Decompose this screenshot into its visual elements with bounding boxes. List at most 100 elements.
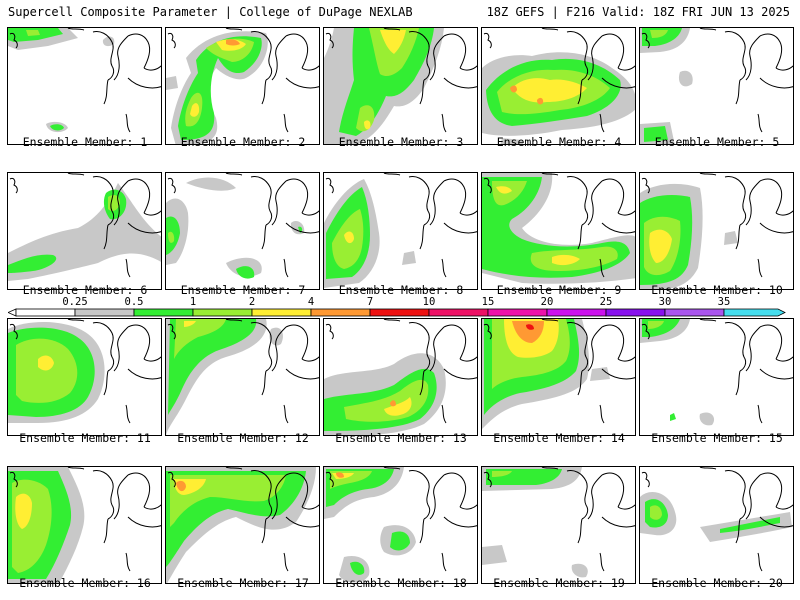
map-boundary-line [408, 322, 431, 372]
map-boundary-line [271, 474, 287, 520]
colorbar-label: 0.25 [62, 296, 88, 308]
map-boundary-line [641, 324, 650, 340]
map-boundary-line [441, 258, 447, 278]
map-boundary-line [641, 472, 650, 488]
map-boundary-line [225, 173, 243, 176]
colorbar-label: 20 [540, 296, 554, 308]
map-boundary-line [67, 28, 85, 31]
scp-contour-fill-green [168, 319, 257, 415]
map-boundary-line [601, 324, 625, 360]
map-boundary-line [483, 472, 492, 488]
scp-contour-fill-red [526, 324, 534, 330]
map-boundary-line [67, 467, 85, 470]
scp-field-map-7 [166, 173, 319, 279]
map-boundary-line [699, 173, 717, 176]
map-boundary-line [541, 173, 559, 176]
map-boundary-line [125, 552, 131, 572]
scp-contour-fill-yellow [496, 186, 580, 266]
map-boundary-line [566, 470, 589, 520]
panel-caption-13: Ensemble Member: 13 [335, 431, 467, 445]
map-boundary-line [125, 258, 131, 278]
colorbar-segment [487, 308, 548, 317]
map-boundary-line [541, 467, 559, 470]
map-boundary-line [587, 326, 603, 372]
ensemble-panel-3 [323, 27, 478, 145]
map-boundary-line [429, 326, 445, 372]
scp-contour-fill-light-gray [324, 467, 416, 583]
map-boundary-line [419, 79, 425, 105]
map-boundary-line [441, 404, 447, 424]
colorbar-label: 30 [658, 296, 672, 308]
map-boundary-line [577, 79, 583, 105]
map-boundary-line [757, 113, 763, 133]
map-boundary-line [429, 180, 445, 226]
map-boundary-line [167, 33, 176, 49]
scp-field-map-9 [482, 173, 635, 284]
ensemble-panel-7 [165, 172, 320, 290]
ensemble-panel-11 [7, 318, 162, 436]
map-boundary-line [483, 324, 492, 340]
map-boundary-line [325, 472, 334, 488]
ensemble-panel-14 [481, 318, 636, 436]
map-boundary-line [566, 322, 589, 372]
colorbar-under-arrow [8, 308, 17, 317]
scp-field-map-5 [640, 28, 793, 144]
colorbar: 0.25 0.5 1 2 4 7 10 15 20 25 30 35 [8, 296, 792, 320]
map-boundary-line [724, 470, 747, 520]
map-boundary-line [745, 35, 761, 81]
map-boundary-line [617, 210, 635, 216]
map-boundary-line [724, 322, 747, 372]
map-boundary-line [301, 504, 319, 510]
map-boundary-line [745, 326, 761, 372]
map-boundary-line [601, 178, 625, 214]
map-boundary-line [9, 33, 18, 49]
scp-contour-fill-yellow [512, 78, 587, 103]
colorbar-segment [192, 308, 253, 317]
run-valid-info: 18Z GEFS | F216 Valid: 18Z FRI JUN 13 20… [486, 5, 790, 19]
map-boundary-line [285, 222, 319, 234]
map-boundary-line [483, 178, 492, 194]
scp-field-map-8 [324, 173, 477, 288]
scp-contour-fill-green [8, 28, 64, 131]
scp-field-map-17 [166, 467, 319, 583]
panel-caption-2: Ensemble Member: 2 [180, 135, 306, 149]
map-boundary-line [759, 77, 793, 89]
map-boundary-line [459, 356, 477, 362]
ensemble-panel-16 [7, 466, 162, 584]
map-boundary-line [9, 472, 18, 488]
map-boundary-line [67, 319, 85, 322]
map-boundary-line [285, 516, 319, 528]
map-boundary-line [641, 33, 650, 49]
map-boundary-line [127, 33, 151, 69]
map-boundary-line [250, 31, 273, 81]
map-boundary-line [250, 470, 273, 520]
map-boundary-line [325, 178, 334, 194]
map-boundary-line [699, 319, 717, 322]
ensemble-panel-10 [639, 172, 794, 290]
scp-contour-fill-orange [512, 321, 544, 343]
colorbar-label: 15 [481, 296, 495, 308]
scp-field-map-19 [482, 467, 635, 578]
colorbar-over-arrow [723, 308, 786, 317]
scp-contour-fill-lime [26, 30, 40, 36]
map-boundary-line [617, 504, 635, 510]
ensemble-panel-13 [323, 318, 478, 436]
ensemble-panel-2 [165, 27, 320, 145]
map-boundary-line [283, 404, 289, 424]
map-boundary-line [301, 65, 319, 71]
panel-caption-3: Ensemble Member: 3 [338, 135, 464, 149]
scp-contour-fill-yellow [649, 229, 672, 263]
colorbar-segment [133, 308, 194, 317]
map-boundary-line [271, 35, 287, 81]
map-boundary-line [167, 472, 176, 488]
scp-field-map-18 [324, 467, 477, 583]
map-boundary-line [127, 368, 161, 380]
panel-caption-4: Ensemble Member: 4 [496, 135, 622, 149]
colorbar-segment [310, 308, 371, 317]
map-boundary-line [759, 33, 783, 69]
scp-contour-fill-yellow [384, 397, 412, 416]
map-boundary-line [143, 356, 161, 362]
map-boundary-line [443, 222, 477, 234]
scp-field-map-10 [640, 173, 793, 289]
map-boundary-line [599, 404, 605, 424]
